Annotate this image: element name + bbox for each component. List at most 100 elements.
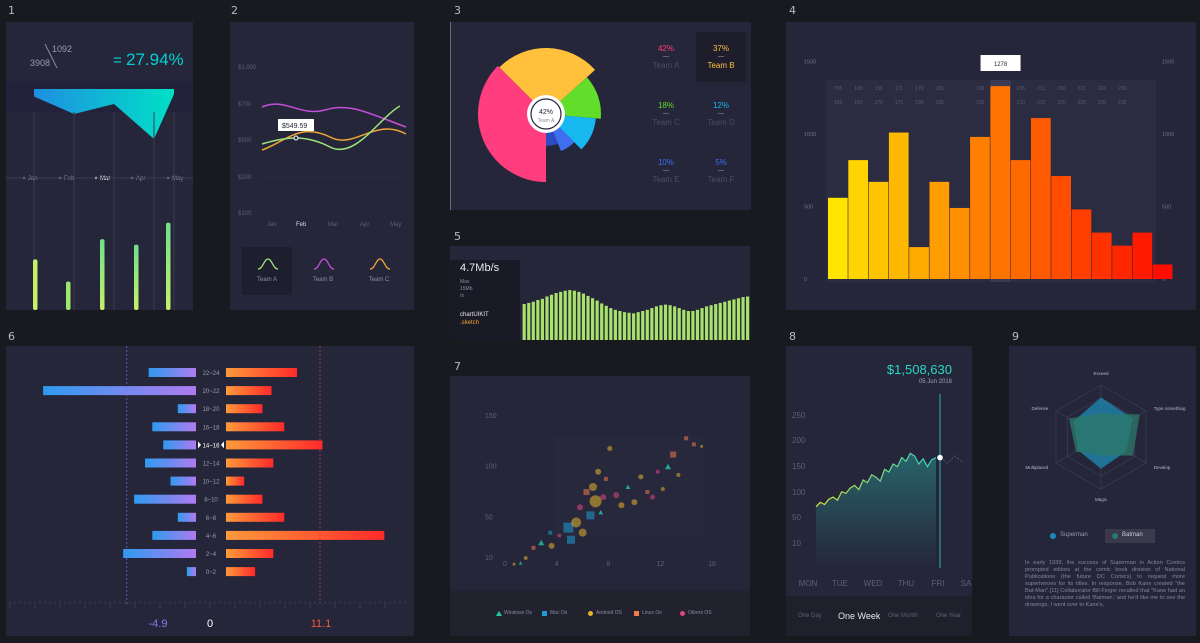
p3-center-disc <box>527 95 565 133</box>
legend-item-windows-os[interactable]: Windows Os <box>496 609 540 621</box>
p9-axis-label: Type something <box>1154 406 1186 411</box>
percent-value: 27.94% <box>126 50 184 69</box>
p5-bar <box>586 295 590 340</box>
panel-number-4: 4 <box>789 4 796 17</box>
p4-row1-value: 196 <box>976 86 985 92</box>
p2-y-tick: $1,000 <box>238 65 257 71</box>
tab-one-month[interactable]: One Month <box>888 613 918 619</box>
tab-one-week[interactable]: One Week <box>838 611 881 621</box>
p6-min-label: -4.9 <box>149 618 168 630</box>
p7-point <box>523 556 528 560</box>
panel-8-price-chart: $1,508,630 05 Jun 2018 250 200 150 100 50 10 M… <box>786 346 972 636</box>
p9-description: In early 1939, the success of Superman i… <box>1025 560 1185 608</box>
p7-point <box>583 489 590 496</box>
speed-value: 4.7Mb/s <box>460 262 500 274</box>
p3-center-pct: 42% <box>539 109 553 116</box>
p3-center-ring <box>530 98 562 130</box>
tab-one-day[interactable]: One Day <box>798 613 822 619</box>
p5-bar <box>568 290 572 340</box>
team-cell-team-e[interactable]: 10% Team E <box>641 146 691 196</box>
stat-b: 3908 <box>30 58 51 68</box>
square-icon <box>542 611 547 616</box>
p2-legend-team-b[interactable]: Team B <box>298 247 348 295</box>
p4-row2-value: 165 <box>854 100 863 106</box>
p5-bar <box>705 306 709 340</box>
team-cell-team-d[interactable]: 12% Team D <box>696 89 746 139</box>
p7-point <box>670 451 677 458</box>
p5-bar <box>695 309 700 340</box>
p6-bar-left <box>134 494 196 504</box>
p5-bar <box>641 311 645 340</box>
p8-active-point <box>937 454 943 461</box>
p4-bar <box>1010 160 1031 279</box>
p6-age-label: 20~22 <box>203 389 221 395</box>
p8-y-tick: 100 <box>792 488 806 497</box>
team-cell-team-a[interactable]: 42% Team A <box>641 32 691 82</box>
p1-bar <box>100 239 105 310</box>
p7-point <box>600 494 607 501</box>
p4-row2-value: 215 <box>1037 100 1046 106</box>
p4-row1-value: 230 <box>1118 86 1127 92</box>
p4-row2-value: 230 <box>1098 100 1107 106</box>
p7-point <box>571 517 582 528</box>
stat-divider-slash <box>44 43 58 69</box>
p7-point <box>566 535 575 544</box>
p8-day-label: MON <box>799 579 818 588</box>
legend-item-others-os[interactable]: Others OS <box>680 609 724 621</box>
p4-row2-value: 200 <box>976 100 985 106</box>
p5-bar <box>613 309 617 340</box>
p2-legend-team-c[interactable]: Team C <box>354 247 404 295</box>
p4-tooltip-box <box>980 55 1021 71</box>
max-unit: /s <box>460 293 464 299</box>
team-cell-team-b[interactable]: 37% Team B <box>696 32 746 82</box>
p6-age-label: 16~18 <box>203 425 221 431</box>
p4-row2-value: 175 <box>895 100 904 106</box>
p7-y-tick: 50 <box>485 514 493 521</box>
legend-item-superman[interactable]: Superman <box>1047 529 1103 543</box>
p6-bar-left <box>186 567 196 577</box>
team-dash <box>718 113 724 114</box>
p3-segment <box>559 77 601 119</box>
p4-bar <box>990 86 1011 280</box>
p6-bar-left <box>148 368 196 377</box>
p8-y-tick: 200 <box>792 436 806 445</box>
p5-bar <box>682 309 686 340</box>
p7-point <box>557 533 562 538</box>
p4-row1-value: 226 <box>1098 86 1107 92</box>
p2-chart: $1,000 $700 $500 $200 $100 Jan Feb Mar Apr May $54… <box>238 65 407 228</box>
p7-point <box>655 469 660 474</box>
p1-month-label: Apr <box>136 176 145 182</box>
panel-number-3: 3 <box>454 4 461 17</box>
legend-item-linux-os[interactable]: Linux Os <box>634 609 678 621</box>
batman-swatch-icon <box>1112 533 1118 539</box>
p3-segment <box>552 126 575 152</box>
team-cell-team-f[interactable]: 5% Team F <box>696 146 746 196</box>
tab-one-year[interactable]: One Year <box>936 613 962 619</box>
p6-age-label: 22~24 <box>203 371 221 377</box>
team-cell-team-c[interactable]: 18% Team C <box>641 89 691 139</box>
p7-y-tick: 150 <box>485 413 497 420</box>
p2-y-tick: $200 <box>238 175 252 181</box>
p4-y-tick-left: 500 <box>804 205 813 211</box>
p8-area <box>816 453 936 568</box>
p2-line-team-a <box>261 105 401 150</box>
team-dash <box>718 56 724 57</box>
legend-item-android-os[interactable]: Android OS <box>588 609 632 621</box>
p2-legend-team-a[interactable]: Team A <box>242 247 292 295</box>
p2-active-point <box>293 135 299 141</box>
p4-y-tick-left: 0 <box>804 277 807 283</box>
p4-bar <box>1031 118 1051 279</box>
p8-tab-bar: One Day One Week One Month One Year <box>786 596 972 636</box>
superman-label: Superman <box>1060 532 1088 538</box>
p7-point <box>588 483 597 491</box>
p6-bar-right <box>226 512 285 522</box>
legend-item-mac-os[interactable]: Mac Os <box>542 609 586 621</box>
team-b-curve-icon <box>313 258 335 270</box>
p7-point <box>660 487 665 492</box>
legend-item-batman[interactable]: Batman <box>1105 529 1155 543</box>
p1-chart: Jan Feb Mar Apr May <box>6 82 193 310</box>
p1-bar <box>134 244 139 310</box>
p8-day-label: WED <box>864 579 883 588</box>
p2-tooltip-box <box>278 119 314 131</box>
p7-point <box>563 522 574 533</box>
